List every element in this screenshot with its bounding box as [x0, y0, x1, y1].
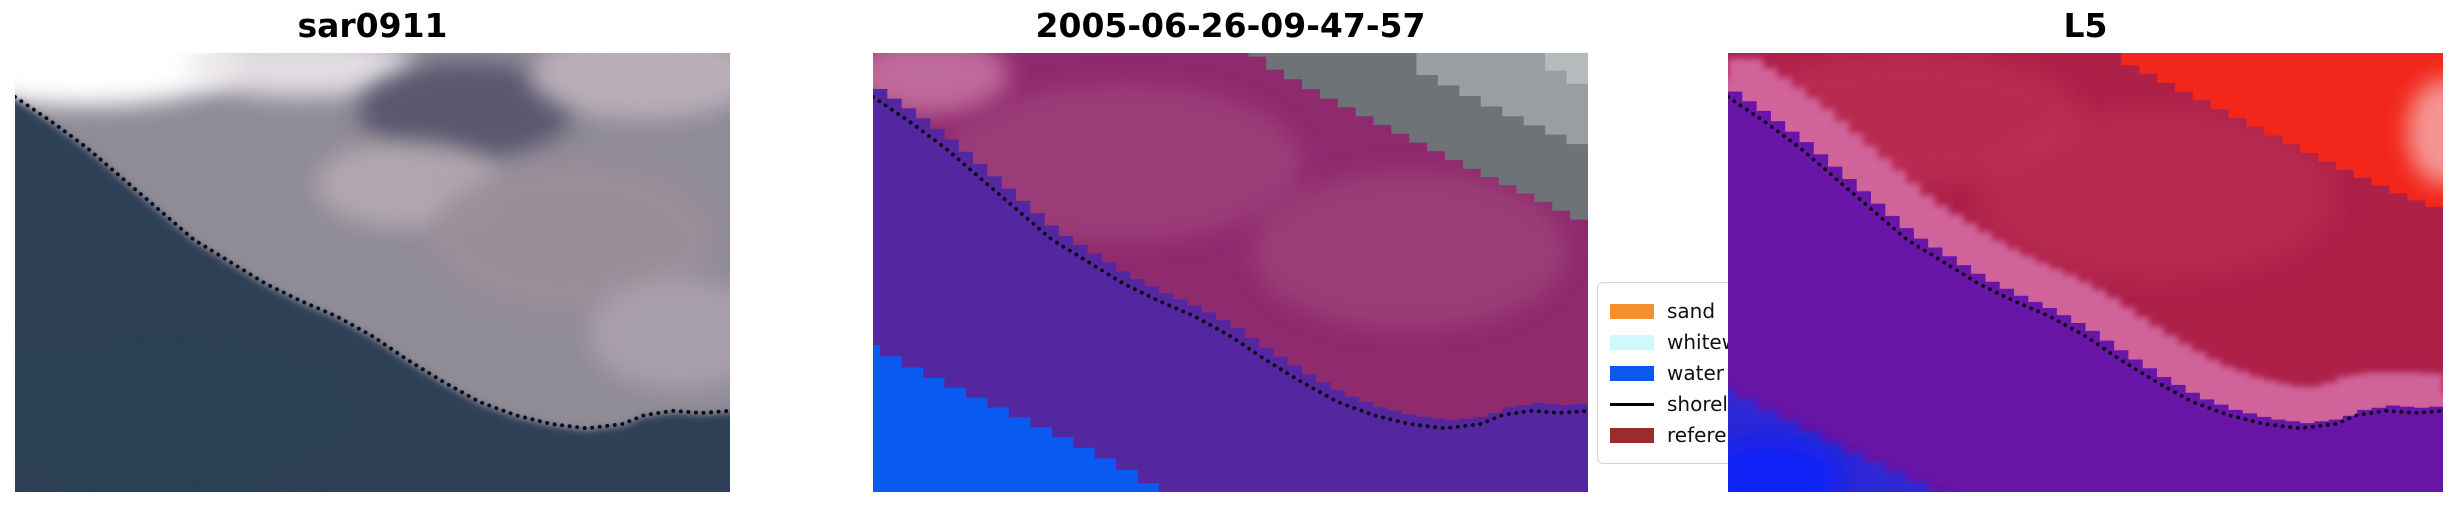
legend-label: whitew	[1667, 330, 1739, 354]
legend-swatch-referen	[1610, 427, 1654, 443]
panel-title-l5: L5	[2063, 6, 2108, 45]
legend-swatch-sand	[1610, 303, 1654, 319]
legend-swatch-water	[1610, 365, 1654, 381]
panel-title-date: 2005-06-26-09-47-57	[1035, 6, 1426, 45]
legend-swatch-shoreli	[1610, 402, 1654, 406]
legend-label: water	[1667, 361, 1724, 385]
panel-title-sar0911: sar0911	[297, 6, 448, 45]
legend-label: shoreli	[1667, 392, 1734, 416]
panel-image-classified	[873, 53, 1588, 492]
panel-image-sar0911	[15, 53, 730, 492]
legend-item-sand: sand	[1610, 299, 1797, 323]
legend-label: sand	[1667, 299, 1716, 323]
legend-item-water: water	[1610, 361, 1797, 385]
legend-item-whitew: whitew	[1610, 330, 1797, 354]
panel-image-l5	[1728, 53, 2443, 492]
legend-item-shoreli: shoreli	[1610, 392, 1797, 416]
legend-swatch-whitew	[1610, 334, 1654, 350]
